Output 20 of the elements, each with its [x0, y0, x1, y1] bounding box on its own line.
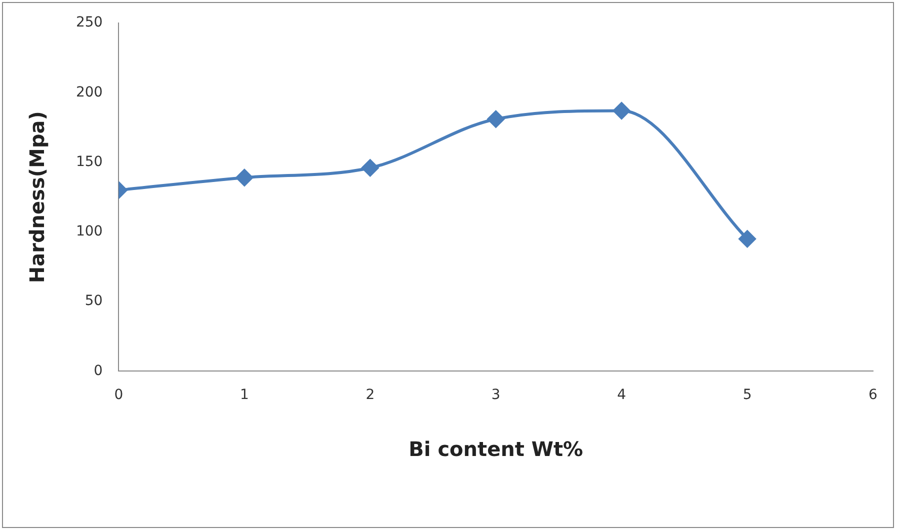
point	[738, 230, 756, 248]
y-tick-label: 100	[76, 224, 103, 240]
y-tick-label: 250	[76, 14, 103, 31]
point	[236, 169, 253, 186]
x-tick-label: 4	[617, 387, 626, 404]
x-tick-label: 3	[491, 387, 500, 404]
x-tick-label: 1	[240, 387, 249, 404]
x-tick-label: 2	[366, 387, 375, 404]
point	[487, 110, 504, 128]
y-tick-label: 150	[76, 154, 103, 170]
y-axis-title: Hardness(Mpa)	[25, 111, 50, 284]
x-tick-label: 0	[114, 387, 124, 404]
x-tick-label: 5	[742, 387, 752, 404]
x-axis-title: Bi content Wt%	[408, 437, 584, 462]
point	[613, 102, 630, 120]
y-tick-label: 200	[76, 84, 103, 100]
y-tick-label: 50	[84, 293, 103, 310]
point	[362, 159, 379, 176]
y-tick-label: 0	[94, 362, 103, 379]
x-tick-label: 6	[868, 387, 878, 404]
